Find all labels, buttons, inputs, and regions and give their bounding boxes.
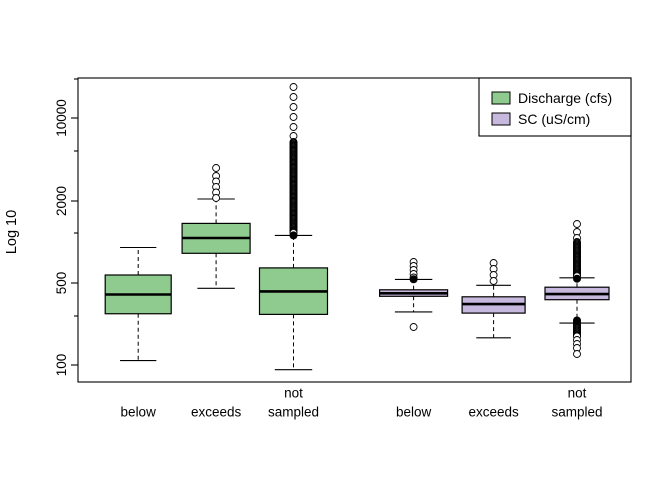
svg-text:Discharge (cfs): Discharge (cfs) xyxy=(518,90,612,106)
svg-text:not: not xyxy=(284,386,303,401)
svg-text:exceeds: exceeds xyxy=(191,405,242,420)
svg-text:SC (uS/cm): SC (uS/cm) xyxy=(518,111,590,127)
svg-text:10000: 10000 xyxy=(54,99,69,137)
svg-text:exceeds: exceeds xyxy=(468,405,519,420)
svg-text:100: 100 xyxy=(54,354,69,377)
svg-text:2000: 2000 xyxy=(54,186,69,216)
svg-text:below: below xyxy=(121,405,157,420)
svg-text:Log 10: Log 10 xyxy=(4,210,20,254)
svg-text:below: below xyxy=(396,405,432,420)
svg-text:not: not xyxy=(568,386,587,401)
svg-text:500: 500 xyxy=(54,272,69,295)
svg-text:sampled: sampled xyxy=(551,405,602,420)
svg-text:sampled: sampled xyxy=(268,405,319,420)
